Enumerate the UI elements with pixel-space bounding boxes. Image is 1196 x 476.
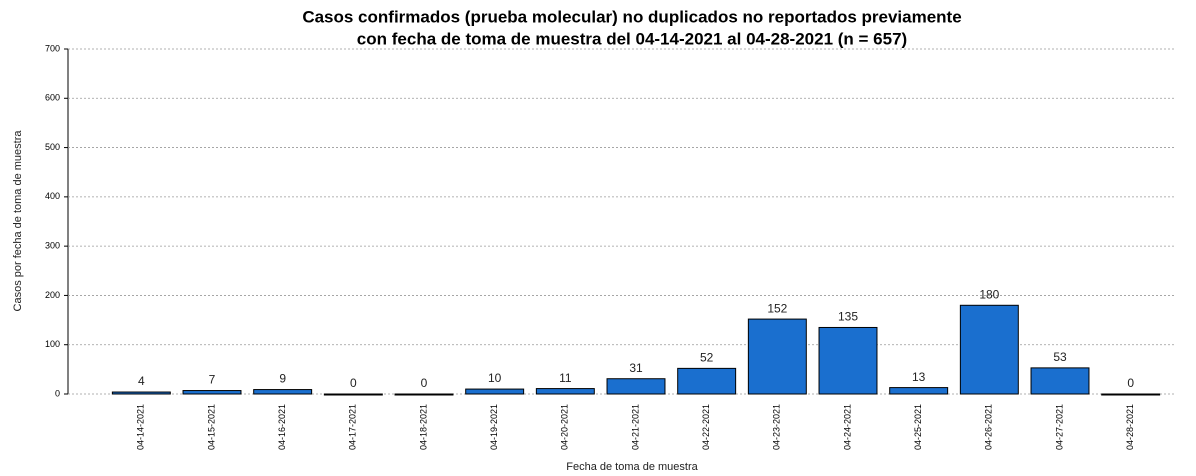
bar [182,390,242,395]
y-tick-label: 200 [45,290,60,300]
bar [606,378,666,395]
bar [323,393,383,396]
y-tick-label: 100 [45,339,60,349]
value-label: 0 [1127,376,1134,390]
x-tick-label: 04-15-2021 [206,404,216,450]
bar [394,393,454,396]
y-axis-label: Casos por fecha de toma de muestra [12,130,24,312]
y-tick-label: 0 [55,388,60,398]
chart-title: con fecha de toma de muestra del 04-14-2… [357,29,907,48]
value-label: 152 [767,301,787,315]
x-tick-label: 04-21-2021 [630,404,640,450]
bar [535,388,595,395]
bar [1030,367,1090,395]
x-tick-label: 04-28-2021 [1125,404,1135,450]
value-label: 13 [912,370,926,384]
x-tick-label: 04-19-2021 [489,404,499,450]
bar [1101,393,1161,396]
bar [111,391,171,395]
bar [889,387,949,395]
y-tick-label: 500 [45,142,60,152]
x-tick-label: 04-24-2021 [842,404,852,450]
x-tick-label: 04-25-2021 [913,404,923,450]
bar [465,388,525,395]
bar [747,318,807,395]
value-label: 53 [1053,350,1067,364]
y-tick-label: 700 [45,43,60,53]
x-tick-label: 04-18-2021 [418,404,428,450]
x-tick-label: 04-22-2021 [701,404,711,450]
x-axis-label: Fecha de toma de muestra [566,461,698,473]
value-label: 10 [488,371,502,385]
x-tick-label: 04-27-2021 [1054,404,1064,450]
value-label: 0 [421,376,428,390]
value-label: 4 [138,374,145,388]
value-label: 180 [979,287,999,301]
bar [677,367,737,395]
x-tick-label: 04-20-2021 [560,404,570,450]
y-tick-label: 400 [45,191,60,201]
value-label: 7 [209,373,216,387]
x-tick-label: 04-26-2021 [984,404,994,450]
y-tick-label: 600 [45,93,60,103]
bar [818,326,878,395]
bar [253,389,313,395]
value-label: 31 [629,361,643,375]
x-tick-label: 04-14-2021 [136,404,146,450]
value-label: 11 [559,371,572,385]
value-label: 0 [350,376,357,390]
chart-title: Casos confirmados (prueba molecular) no … [302,7,961,26]
value-label: 52 [700,351,714,365]
x-tick-label: 04-23-2021 [772,404,782,450]
value-label: 9 [279,372,286,386]
x-tick-label: 04-16-2021 [277,404,287,450]
x-tick-label: 04-17-2021 [348,404,358,450]
y-tick-label: 300 [45,241,60,251]
bar [959,304,1019,395]
value-label: 135 [838,310,858,324]
